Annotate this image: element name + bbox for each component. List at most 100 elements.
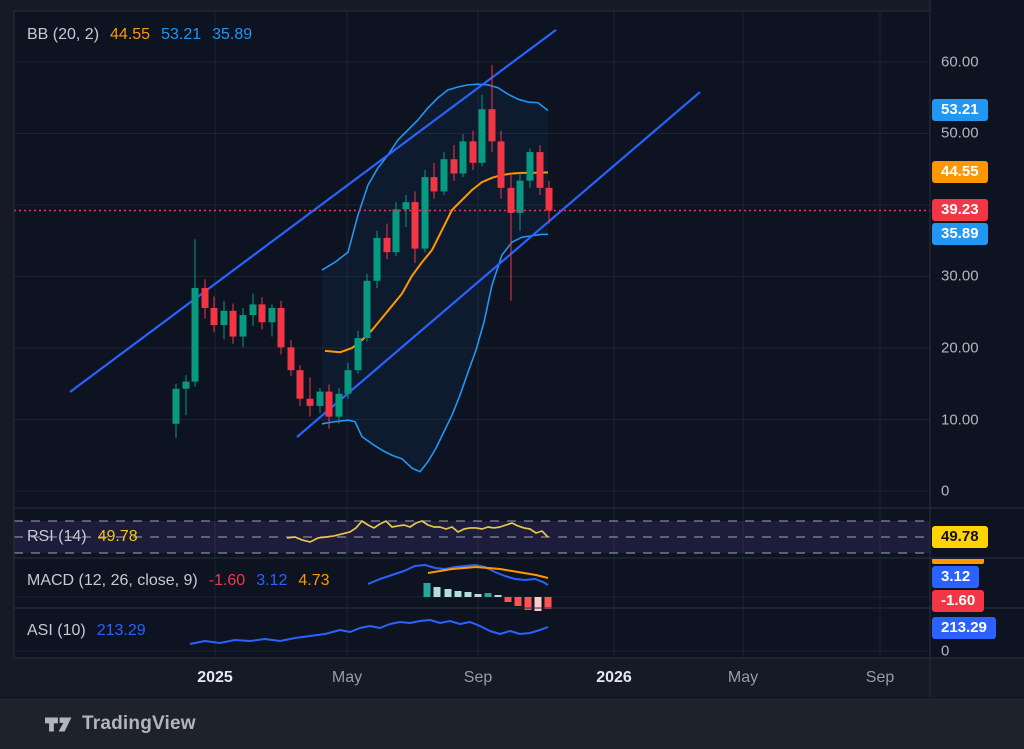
candle-body [258,304,266,323]
bollinger-lower-line [321,233,549,473]
candle-body [440,159,448,192]
time-axis-label: 2026 [596,669,632,686]
candle-body [325,391,333,417]
candle-body [191,287,199,382]
candle-body [354,337,362,371]
grid-vertical [214,11,881,658]
macd-histogram-bar [474,594,482,597]
candle-body [497,141,505,188]
macd-histogram-bar [433,587,441,597]
candle-body [306,398,314,406]
candle-body [363,280,371,338]
macd-histogram-bar [484,593,492,597]
bb-basis-value: 44.55 [110,26,151,43]
macd-line [367,564,549,586]
macd-histogram-bar [464,592,472,597]
indicator-legend-rsi[interactable]: RSI (14) 49.78 [27,528,138,546]
macd-histogram-bar [544,597,552,609]
candle-body [507,187,515,213]
asi-value: 213.29 [96,622,146,639]
candle-body [277,307,285,348]
candle-body [478,109,486,163]
time-axis-label: May [331,669,363,686]
candle-body [459,141,467,174]
candle-body [335,393,343,417]
candle-body [229,310,237,337]
price-badge: 35.89 [932,223,988,245]
time-axis-label: Sep [865,669,895,686]
macd-histogram-bar [423,583,431,597]
candle-body [526,152,534,181]
asi-line [189,619,549,645]
candle-body [411,202,419,249]
macd-histogram-bar [534,597,542,611]
macd-signal-badge-clipped [932,559,984,564]
candle-body [516,180,524,213]
bb-upper-value: 53.21 [161,26,202,43]
price-tick-label: 0 [941,482,950,500]
candle-body [220,310,228,326]
candle-body [316,391,324,406]
price-badge: 39.23 [932,199,988,221]
rsi-line [286,520,549,543]
candle-body [488,109,496,142]
candle-body [536,152,544,188]
macd-signal-line [427,566,549,579]
candle-body [545,187,553,211]
price-badge: 3.12 [932,566,980,588]
macd-line-value: 3.12 [256,572,288,589]
chart-canvas[interactable] [0,0,1024,697]
price-badge: 44.55 [932,161,988,183]
candle-body [402,202,410,210]
tradingview-logo[interactable]: TradingView [45,713,196,735]
grid-horizontal [14,61,930,652]
pane-background [14,11,930,658]
candles-layer [172,64,553,439]
macd-histogram-bar [444,589,452,597]
rsi-legend-title: RSI (14) [27,528,87,545]
time-axis-label: May [727,669,759,686]
macd-histogram-bar [524,597,532,610]
price-tick-label: 0 [941,642,950,660]
bb-lower-value: 35.89 [212,26,253,43]
candle-body [430,177,438,192]
price-badge: -1.60 [932,590,985,612]
macd-legend-title: MACD (12, 26, close, 9) [27,572,198,589]
price-badge: 213.29 [932,617,996,639]
candle-body [344,370,352,394]
bb-legend-title: BB (20, 2) [27,26,100,43]
candle-body [469,141,477,163]
trend-channel-line [296,91,701,438]
price-tick-label: 50.00 [941,124,979,142]
rsi-band-fill [14,521,930,553]
indicator-legend-asi[interactable]: ASI (10) 213.29 [27,622,146,640]
candle-body [450,159,458,174]
asi-legend-title: ASI (10) [27,622,86,639]
candle-body [182,381,190,389]
price-badge: 53.21 [932,99,988,121]
price-tick-label: 10.00 [941,411,979,429]
trend-channel-line [69,28,557,393]
candle-body [392,209,400,253]
macd-histogram-bar [514,597,522,606]
price-tick-label: 20.00 [941,339,979,357]
candle-body [239,315,247,337]
price-tick-label: 60.00 [941,53,979,71]
candle-body [172,388,180,424]
macd-histogram-bar [454,591,462,597]
macd-histogram-bar [494,595,502,597]
indicator-legend-bb[interactable]: BB (20, 2) 44.55 53.21 35.89 [27,26,252,44]
bottom-toolbar: TradingView [0,697,1024,749]
macd-hist-value: -1.60 [208,572,246,589]
candle-body [249,304,257,316]
tradingview-logo-icon [45,717,72,731]
time-axis-label: Sep [463,669,493,686]
indicator-legend-macd[interactable]: MACD (12, 26, close, 9) -1.60 3.12 4.73 [27,572,329,590]
candle-body [210,307,218,326]
candle-body [268,307,276,323]
candle-body [373,237,381,281]
macd-histogram [423,583,552,611]
macd-signal-value: 4.73 [298,572,330,589]
rsi-value: 49.78 [97,528,138,545]
